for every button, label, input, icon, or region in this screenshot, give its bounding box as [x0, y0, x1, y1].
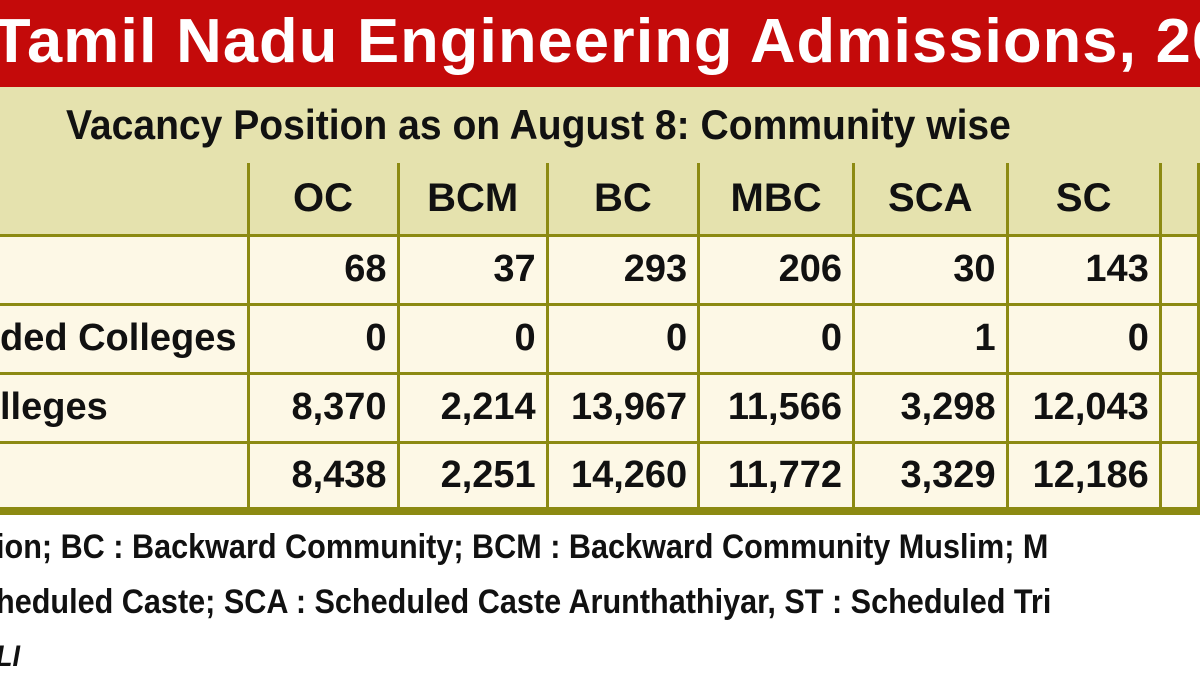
table-cell: 2,214: [396, 371, 549, 444]
column-header: [0, 163, 250, 237]
footnote-line: ion; BC : Backward Community; BCM : Back…: [0, 528, 1049, 566]
column-header: [1158, 163, 1200, 237]
table-cell: 12,186: [1005, 440, 1162, 515]
column-header: MBC: [697, 163, 855, 237]
table-cell: 293: [545, 233, 701, 306]
table-cell-cropped: [1158, 302, 1200, 375]
table-cell: 12,043: [1005, 371, 1162, 444]
table-cell: 0: [545, 302, 701, 375]
row-label: ded Colleges: [0, 302, 250, 375]
row-label: [0, 233, 250, 306]
table-cell: 8,370: [246, 371, 400, 444]
table-cell: 1: [851, 302, 1009, 375]
table-cell: 13,967: [545, 371, 701, 444]
column-header: BCM: [396, 163, 549, 237]
table-cell-cropped: [1158, 371, 1200, 444]
table-row: 8,438 2,251 14,260 11,772 3,329 12,186: [0, 440, 1200, 515]
table-cell: 11,566: [697, 371, 855, 444]
table-cell: 143: [1005, 233, 1162, 306]
table-cell-cropped: [1158, 233, 1200, 306]
header-row: OC BCM BC MBC SCA SC: [0, 163, 1200, 237]
table-cell: 0: [697, 302, 855, 375]
table-cell: 2,251: [396, 440, 549, 515]
row-label: lleges: [0, 371, 250, 444]
footnote-line: heduled Caste; SCA : Scheduled Caste Aru…: [0, 583, 1052, 621]
subtitle: Vacancy Position as on August 8: Communi…: [66, 101, 1011, 148]
table-cell: 0: [1005, 302, 1162, 375]
table-cell: 0: [246, 302, 400, 375]
table-cell: 3,298: [851, 371, 1009, 444]
table-cell: 68: [246, 233, 400, 306]
table-cell: 206: [697, 233, 855, 306]
table-cell: 8,438: [246, 440, 400, 515]
table-cell: 30: [851, 233, 1009, 306]
row-label: [0, 440, 250, 515]
table-cell: 14,260: [545, 440, 701, 515]
table-cell-cropped: [1158, 440, 1200, 515]
table-row: 68 37 293 206 30 143: [0, 233, 1200, 306]
title: Tamil Nadu Engineering Admissions, 201: [0, 7, 1200, 76]
table-cell: 37: [396, 233, 549, 306]
table-row: ded Colleges 0 0 0 0 1 0: [0, 302, 1200, 375]
title-banner: Tamil Nadu Engineering Admissions, 201: [0, 0, 1200, 87]
credit: LI: [0, 640, 21, 673]
column-header: OC: [246, 163, 400, 237]
subtitle-band: Vacancy Position as on August 8: Communi…: [0, 87, 1200, 166]
column-header: SCA: [851, 163, 1009, 237]
table-row: lleges 8,370 2,214 13,967 11,566 3,298 12,043: [0, 371, 1200, 444]
table-cell: 3,329: [851, 440, 1009, 515]
vacancy-table: OC BCM BC MBC SCA SC 68 37 293 206 30 143 ded …: [0, 163, 1200, 515]
column-header: BC: [545, 163, 701, 237]
column-header: SC: [1005, 163, 1162, 237]
table-cell: 0: [396, 302, 549, 375]
table-cell: 11,772: [697, 440, 855, 515]
